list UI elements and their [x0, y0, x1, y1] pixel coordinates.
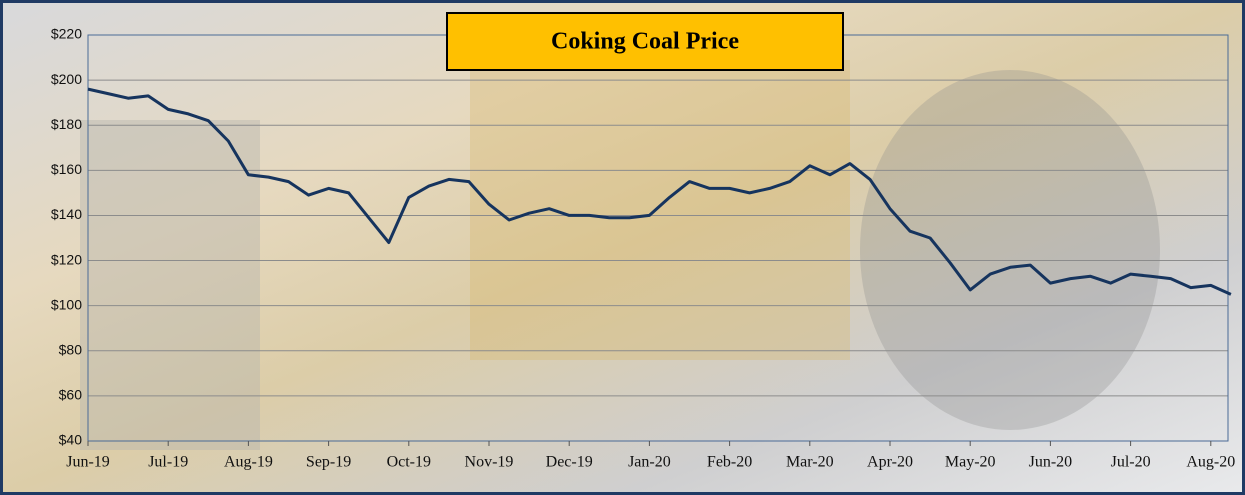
chart-title: Coking Coal Price — [551, 29, 739, 55]
x-tick-label: Aug-19 — [224, 454, 273, 471]
background-shape — [80, 120, 260, 450]
x-tick-label: Aug-20 — [1186, 454, 1235, 471]
x-tick-label: Mar-20 — [786, 454, 834, 471]
x-tick-label: Oct-19 — [387, 454, 431, 471]
x-tick-label: Sep-19 — [306, 454, 351, 471]
x-tick-label: Apr-20 — [867, 454, 913, 471]
y-tick-label: $140 — [51, 206, 82, 222]
y-tick-label: $160 — [51, 161, 82, 177]
x-tick-label: Jun-20 — [1029, 454, 1073, 471]
y-tick-label: $200 — [51, 71, 82, 87]
y-tick-label: $60 — [59, 387, 83, 403]
x-tick-label: Dec-19 — [546, 454, 593, 471]
y-tick-label: $100 — [51, 296, 82, 312]
x-tick-label: Jul-20 — [1111, 454, 1151, 471]
x-tick-label: Nov-19 — [465, 454, 514, 471]
x-tick-label: Jul-19 — [148, 454, 188, 471]
x-tick-label: Jun-19 — [66, 454, 110, 471]
x-tick-label: May-20 — [945, 454, 996, 471]
y-tick-label: $80 — [59, 341, 83, 357]
x-tick-label: Feb-20 — [707, 454, 752, 471]
y-tick-label: $40 — [59, 432, 83, 448]
x-tick-label: Jan-20 — [628, 454, 671, 471]
background-shape — [470, 60, 850, 360]
chart: $40 $60 $80 $100 $120 $140 $160 $180 $200 $220 Jun… — [0, 0, 1245, 495]
y-tick-label: $220 — [51, 26, 82, 42]
y-tick-label: $120 — [51, 251, 82, 267]
y-tick-label: $180 — [51, 116, 82, 132]
background-shape — [860, 70, 1160, 430]
